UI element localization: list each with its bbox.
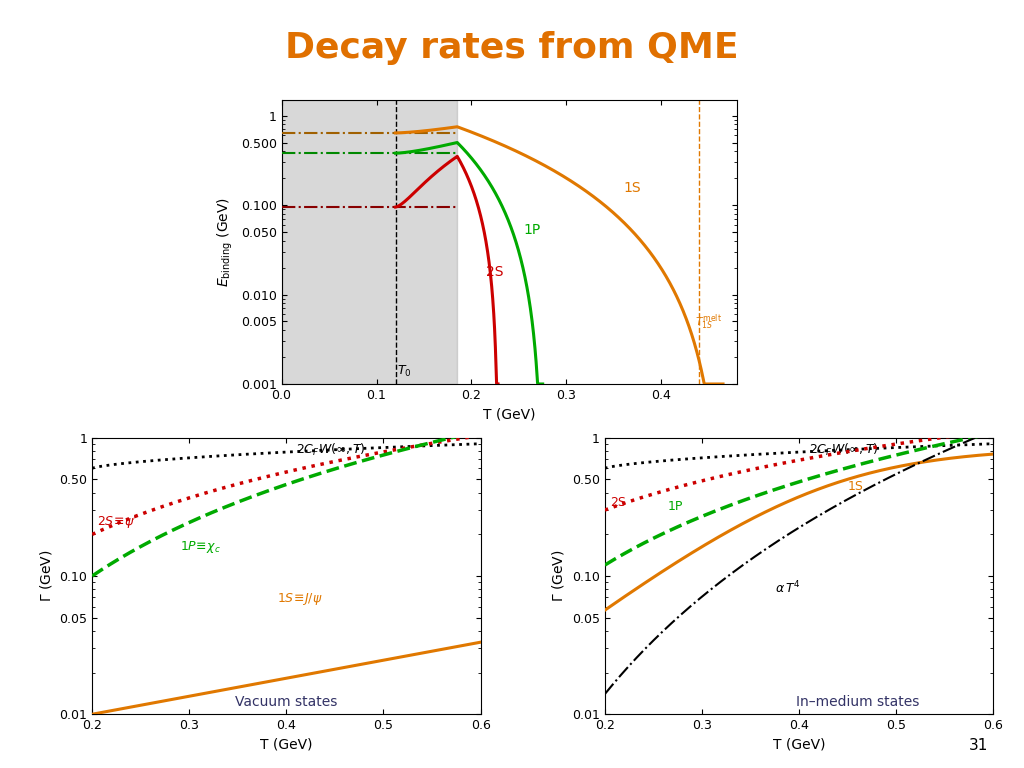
- Text: Vacuum states: Vacuum states: [236, 695, 338, 709]
- Text: In–medium states: In–medium states: [796, 695, 919, 709]
- X-axis label: T (GeV): T (GeV): [773, 737, 825, 752]
- Text: $1P\!\equiv\!\chi_c$: $1P\!\equiv\!\chi_c$: [179, 538, 220, 554]
- Text: $2C_F W(\infty,T)$: $2C_F W(\infty,T)$: [296, 442, 366, 458]
- Text: $2S\!\equiv\!\psi^\prime$: $2S\!\equiv\!\psi^\prime$: [97, 514, 137, 531]
- Text: 1P: 1P: [668, 500, 683, 513]
- Y-axis label: $\Gamma$ (GeV): $\Gamma$ (GeV): [38, 550, 53, 602]
- X-axis label: T (GeV): T (GeV): [260, 737, 312, 752]
- Text: 1S: 1S: [848, 480, 863, 493]
- Text: 2S: 2S: [485, 265, 503, 280]
- Text: 31: 31: [969, 737, 988, 753]
- Text: $\alpha\, T^4$: $\alpha\, T^4$: [775, 580, 801, 596]
- Text: $2C_F W(\infty,T)$: $2C_F W(\infty,T)$: [809, 442, 879, 458]
- Text: $T_{1S}^{\rm melt}$: $T_{1S}^{\rm melt}$: [694, 313, 722, 332]
- X-axis label: T (GeV): T (GeV): [483, 407, 536, 422]
- Text: 1P: 1P: [523, 223, 541, 237]
- Text: 2S: 2S: [609, 496, 626, 509]
- Text: $1S\!\equiv\!J/\psi$: $1S\!\equiv\!J/\psi$: [276, 591, 323, 607]
- Y-axis label: $\Gamma$ (GeV): $\Gamma$ (GeV): [551, 550, 566, 602]
- Y-axis label: $E_{\rm binding}$ (GeV): $E_{\rm binding}$ (GeV): [216, 197, 236, 287]
- Text: Decay rates from QME: Decay rates from QME: [286, 31, 738, 65]
- Bar: [282, 100, 458, 384]
- Text: $T_0$: $T_0$: [397, 364, 412, 379]
- Text: 1S: 1S: [624, 181, 641, 195]
